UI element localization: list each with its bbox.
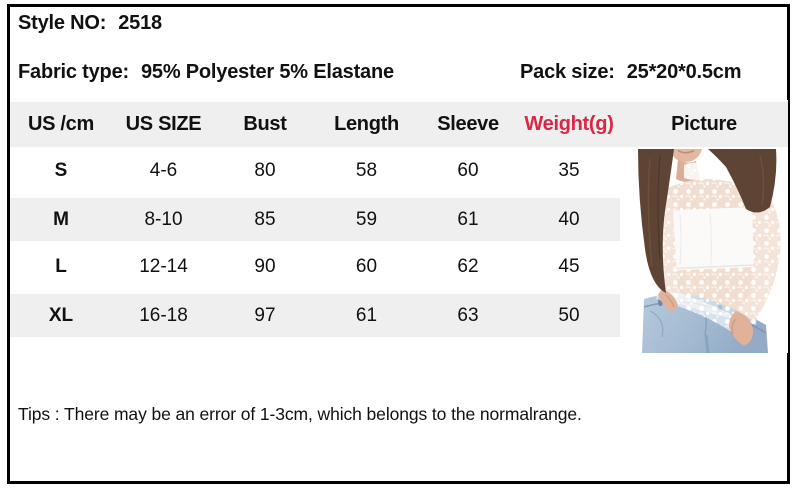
table-cell-weight: 35 [558,160,580,181]
style-number-value: 2518 [118,12,162,34]
table-cell-bust: 90 [254,256,276,277]
column-header-us-cm: US /cm [10,100,112,147]
table-cell-sleeve: 60 [457,160,479,181]
table-cell-weight: 45 [558,256,580,277]
fabric-pack-line: Fabric type: 95% Polyester 5% Elastane Pa… [18,61,780,84]
table-cell-us-size: 4-6 [149,160,178,181]
tips-note: Tips : There may be an error of 1-3cm, w… [18,404,582,424]
table-cell-size: XL [10,291,112,339]
table-cell-weight: 40 [518,195,620,243]
table-cell-size: S [54,160,68,181]
style-number-label: Style NO: [18,12,107,34]
column-header-bust: Bust [215,100,315,147]
pack-size-value: 25*20*0.5cm [626,61,742,83]
table-cell-size: M [10,195,112,243]
column-header-weight: Weight(g) [518,100,620,147]
table-cell-length: 61 [315,291,418,339]
column-header-us-size: US SIZE [112,100,215,147]
table-cell-bust: 85 [215,195,315,243]
fabric-type-value: 95% Polyester 5% Elastane [140,61,394,83]
table-cell-us-size: 16-18 [112,291,215,339]
table-cell-us-size: 8-10 [112,195,215,243]
size-chart-table: US /cm US SIZE Bust Length Sleeve Weight… [10,100,788,353]
column-header-length: Length [315,100,418,147]
table-cell-us-size: 12-14 [139,256,188,277]
column-header-picture: Picture [620,100,788,147]
pack-size-group: Pack size: 25*20*0.5cm [520,61,742,84]
style-number-line: Style NO: 2518 [18,12,162,35]
table-cell-length: 58 [355,160,378,181]
table-cell-sleeve: 62 [457,256,479,277]
table-cell-weight: 50 [518,291,620,339]
product-photo-lace-top [620,149,788,353]
table-cell-length: 60 [355,256,378,277]
table-cell-bust: 80 [254,160,276,181]
product-picture-cell [620,147,788,353]
table-cell-bust: 97 [215,291,315,339]
column-header-sleeve: Sleeve [418,100,518,147]
table-cell-sleeve: 63 [418,291,518,339]
table-cell-sleeve: 61 [418,195,518,243]
fabric-type-label: Fabric type: [18,61,129,83]
table-cell-size: L [55,256,67,277]
table-cell-length: 59 [315,195,418,243]
pack-size-label: Pack size: [520,61,615,83]
